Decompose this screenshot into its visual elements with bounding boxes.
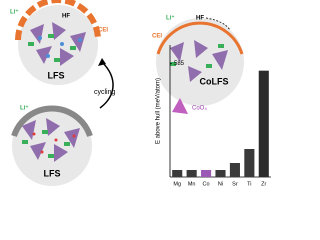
y-tick-label: 585 — [174, 61, 185, 67]
lfs-label: LFS — [48, 70, 65, 80]
x-tick-label: Co — [203, 181, 210, 187]
x-tick-label: Zr — [261, 181, 266, 187]
x-tick-label: Mg — [173, 181, 181, 187]
x-tick-label: Ti — [247, 181, 251, 187]
lfs-particle-top — [15, 0, 101, 85]
bar — [201, 170, 212, 177]
y-axis-label: E above hull (meV/atom) — [156, 78, 162, 144]
lfs-particle-bottom — [11, 105, 93, 186]
coo4-icon — [172, 98, 188, 114]
x-tick-label: Mn — [188, 181, 196, 187]
colfs-particle — [156, 18, 244, 106]
colfs-label: CoLFS — [200, 76, 229, 86]
cycling-arrow — [99, 61, 114, 109]
cei-label: CEI — [152, 34, 162, 40]
x-tick-label: Ni — [218, 181, 223, 187]
x-tick-label: Sr — [232, 181, 238, 187]
bar — [244, 149, 255, 177]
bar — [172, 170, 183, 177]
coo4-label: CoO₄ — [192, 106, 207, 112]
lfs-label: LFS — [44, 168, 61, 178]
hf-label: HF — [196, 16, 204, 22]
bar — [258, 70, 269, 177]
hf-arrow — [205, 17, 231, 31]
bar — [186, 170, 197, 177]
bar — [229, 163, 240, 177]
chart: E above hull (meV/atom) 585 Mg Mn Co Ni Sr Ti Zr — [156, 45, 271, 187]
arrow-head — [98, 58, 106, 66]
li-label: Li⁺ — [166, 15, 175, 22]
bar — [215, 170, 226, 177]
figure: Li⁺ HF CEI LFS cycling Li⁺ LFS Li⁺ HF CE… — [10, 0, 271, 187]
cei-label: CEI — [98, 28, 108, 34]
hf-label: HF — [62, 14, 70, 20]
cycling-label: cycling — [94, 89, 116, 96]
li-label: Li⁺ — [10, 9, 19, 16]
li-label: Li⁺ — [20, 105, 29, 112]
